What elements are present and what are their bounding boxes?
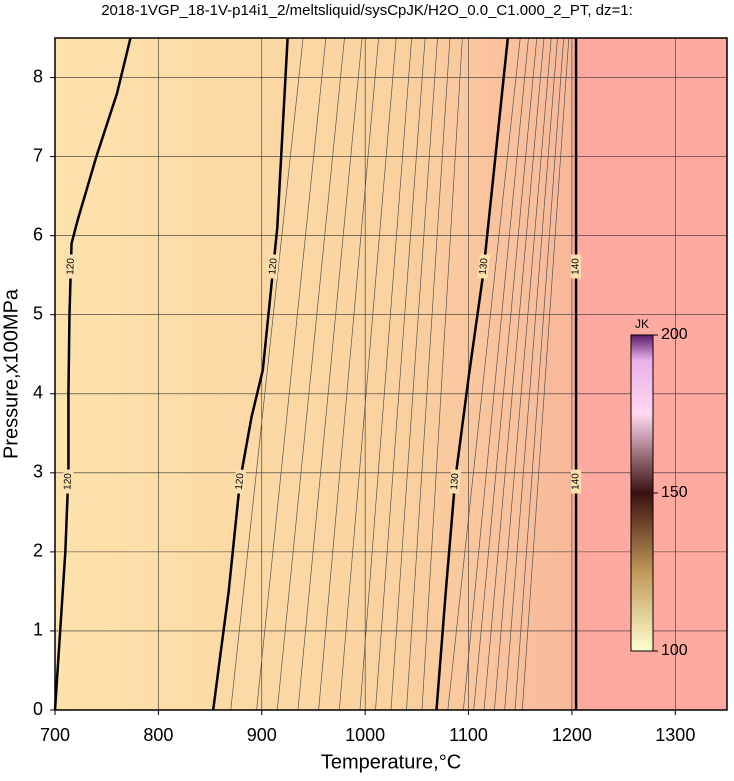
thin-contour [230, 37, 304, 711]
contour-label: 120 [62, 473, 74, 491]
thin-contour [375, 37, 426, 711]
contour-line [435, 37, 510, 711]
y-tick-label: 7 [33, 145, 43, 165]
colorbar [630, 334, 654, 652]
thin-contour [521, 37, 570, 711]
thin-contour [276, 37, 345, 711]
thin-contour [297, 37, 363, 711]
plot-background [55, 38, 727, 710]
thin-contour [390, 37, 438, 711]
contour-label: 120 [267, 257, 280, 275]
contour-label-bg [571, 469, 582, 494]
y-tick-label: 3 [33, 462, 43, 482]
x-tick-label: 1100 [449, 725, 488, 745]
x-tick-label: 700 [40, 725, 70, 745]
y-tick-label: 5 [33, 303, 43, 323]
y-tick-label: 2 [33, 541, 43, 561]
colorbar-label: JK [635, 317, 649, 331]
contour-label-bg [267, 254, 280, 279]
x-tick-label: 800 [143, 725, 173, 745]
thin-contour [494, 37, 552, 711]
thin-contour [359, 37, 413, 711]
contour-label-bg [449, 469, 462, 494]
contour-label: 130 [449, 472, 461, 490]
chart-title: 2018-1VGP_18-1V-p14i1_2/meltsliquid/sysC… [101, 2, 633, 19]
colorbar-tick-label: 100 [661, 642, 688, 659]
contour-line [53, 37, 132, 711]
y-tick-label: 8 [33, 66, 43, 86]
y-tick-label: 6 [33, 224, 43, 244]
thin-contour [318, 37, 379, 711]
x-axis-label: Temperature,°C [321, 751, 461, 773]
contour-label: 120 [234, 472, 247, 490]
thin-contour [447, 37, 521, 711]
thin-contour [256, 37, 327, 711]
thin-contour [504, 37, 558, 711]
x-tick-label: 1300 [655, 725, 695, 745]
thin-contour [406, 37, 451, 711]
contour-line [211, 37, 289, 711]
thin-contour [483, 37, 545, 711]
thin-contour [421, 37, 463, 711]
y-tick-label: 0 [33, 699, 43, 719]
contour-label: 140 [571, 258, 582, 275]
y-tick-label: 4 [33, 383, 43, 403]
y-tick-label: 1 [33, 620, 43, 640]
x-tick-label: 900 [247, 725, 277, 745]
contour-label: 140 [571, 473, 582, 490]
thin-contour [463, 37, 529, 711]
contour-label: 130 [478, 257, 491, 275]
plot-frame [54, 37, 728, 711]
colorbar-tick-label: 200 [661, 326, 688, 343]
y-axis-label: Pressure,x100MPa [0, 288, 22, 459]
colorbar-tick-label: 150 [661, 484, 688, 501]
x-tick-label: 1000 [345, 725, 385, 745]
contour-label-bg [65, 254, 77, 279]
contour-label-bg [477, 254, 491, 279]
contour-label-bg [571, 254, 582, 279]
thin-contour [514, 37, 565, 711]
contour-label-bg [233, 469, 247, 494]
thin-contour [338, 37, 397, 711]
thin-contour [473, 37, 538, 711]
contour-label-bg [62, 469, 74, 494]
x-tick-label: 1200 [552, 725, 592, 745]
contour-label: 120 [65, 258, 76, 275]
